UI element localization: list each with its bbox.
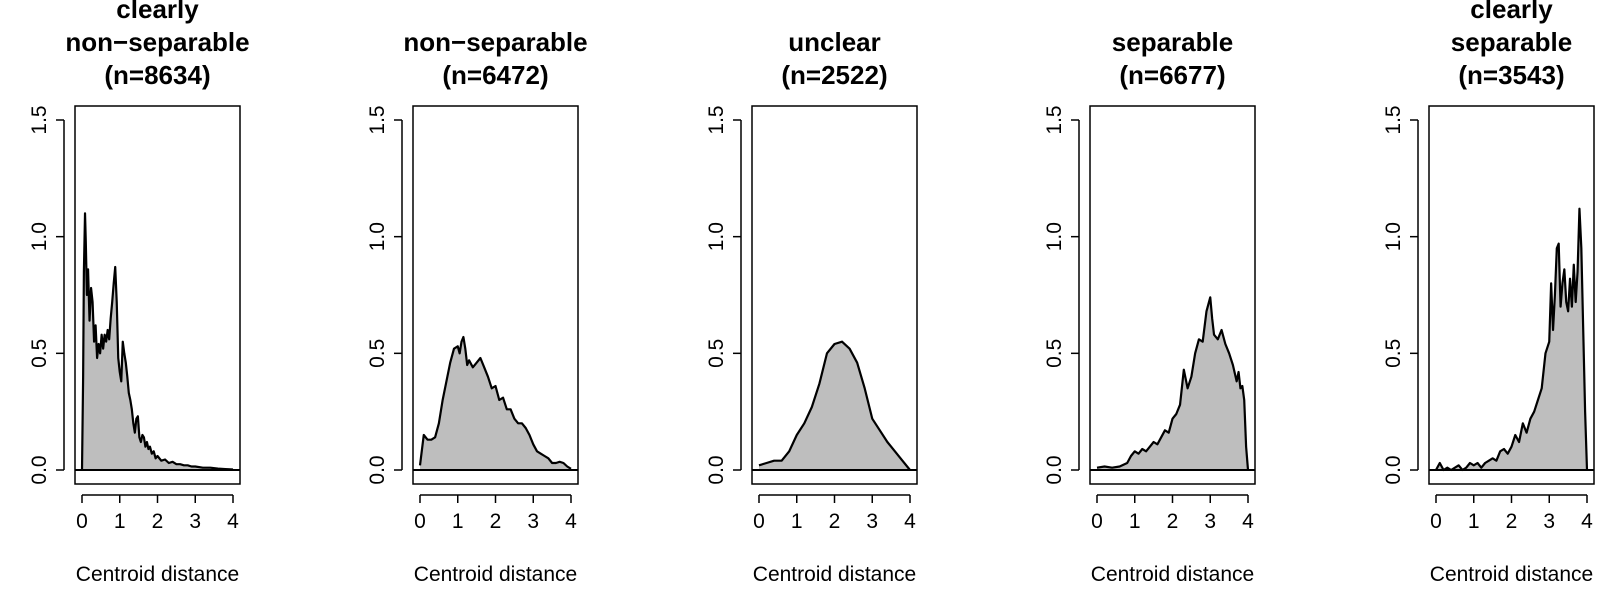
y-tick-label: 1.5	[1043, 105, 1066, 134]
density-area	[759, 341, 910, 470]
y-tick-label: 0.0	[1043, 455, 1066, 484]
panel-title-line: non−separable	[65, 27, 249, 57]
panel-title-line: separable	[1451, 27, 1572, 57]
density-curve	[1435, 207, 1589, 472]
x-tick-label: 2	[490, 510, 502, 533]
density-panel-4: separable (n=6677) 0.0 0.5 1.0 1.5 0 1 2 3 4 Centro…	[1043, 27, 1256, 586]
x-tick-label: 2	[152, 510, 164, 533]
y-tick-label: 0.5	[1382, 339, 1405, 368]
x-tick-label: 3	[189, 510, 201, 533]
x-tick-label: 0	[414, 510, 426, 533]
density-panel-1: clearly non−separable (n=8634) 0.0 0.5 1.0 1.5…	[28, 0, 250, 586]
x-tick-label: 0	[1430, 510, 1442, 533]
x-tick-label: 1	[452, 510, 464, 533]
y-tick-label: 1.0	[28, 222, 51, 251]
x-axis-label: Centroid distance	[76, 563, 239, 586]
y-tick-label: 1.5	[28, 105, 51, 134]
x-tick-label: 4	[565, 510, 577, 533]
x-tick-label: 4	[227, 510, 239, 533]
panel-title-line: (n=8634)	[104, 60, 210, 90]
plot-box	[1089, 105, 1256, 485]
panel-title: clearly non−separable (n=8634)	[65, 0, 249, 90]
x-tick-label: 2	[829, 510, 841, 533]
x-tick-label: 1	[114, 510, 126, 533]
density-area	[1436, 208, 1587, 471]
density-curve	[1096, 296, 1250, 471]
x-tick-label: 4	[904, 510, 916, 533]
y-tick-label: 1.0	[1043, 222, 1066, 251]
x-axis-label: Centroid distance	[1091, 563, 1254, 586]
plot-box	[412, 105, 579, 485]
y-tick-label: 0.5	[366, 339, 389, 368]
x-tick-label: 0	[1091, 510, 1103, 533]
y-tick-label: 0.0	[28, 455, 51, 484]
x-tick-label: 1	[1129, 510, 1141, 533]
x-axis-label: Centroid distance	[414, 563, 577, 586]
density-panel-5: clearly separable (n=3543) 0.0 0.5 1.0 1.5 0 1 2 3…	[1382, 0, 1595, 586]
density-curve	[418, 335, 572, 470]
plot-box	[1428, 105, 1595, 485]
plot-box	[74, 105, 241, 485]
density-area	[420, 337, 571, 470]
panel-title: separable (n=6677)	[1112, 27, 1233, 90]
panel-title-line: (n=3543)	[1458, 60, 1564, 90]
plot-box	[751, 105, 918, 485]
panel-title-line: non−separable	[403, 27, 587, 57]
x-tick-label: 2	[1506, 510, 1518, 533]
x-tick-label: 1	[1468, 510, 1480, 533]
x-tick-label: 0	[76, 510, 88, 533]
x-tick-label: 1	[791, 510, 803, 533]
x-tick-label: 2	[1167, 510, 1179, 533]
y-tick-label: 0.5	[1043, 339, 1066, 368]
y-tick-label: 0.5	[28, 339, 51, 368]
y-tick-label: 1.5	[705, 105, 728, 134]
y-tick-label: 1.0	[366, 222, 389, 251]
x-axis-label: Centroid distance	[1430, 563, 1593, 586]
panel-title: unclear (n=2522)	[781, 27, 887, 90]
panel-title-line: (n=2522)	[781, 60, 887, 90]
y-tick-label: 0.0	[366, 455, 389, 484]
x-tick-label: 3	[527, 510, 539, 533]
density-curve	[80, 212, 234, 471]
panel-title-line: (n=6677)	[1119, 60, 1225, 90]
y-tick-label: 1.0	[1382, 222, 1405, 251]
panel-title-line: separable	[1112, 27, 1233, 57]
x-tick-label: 3	[1204, 510, 1216, 533]
panel-title-line: unclear	[788, 27, 881, 57]
y-tick-label: 1.5	[1382, 105, 1405, 134]
density-area	[82, 213, 233, 470]
density-panel-2: non−separable (n=6472) 0.0 0.5 1.0 1.5 0 1 2 3 4 Ce…	[366, 27, 588, 586]
x-tick-label: 3	[866, 510, 878, 533]
panel-title: non−separable (n=6472)	[403, 27, 587, 90]
x-tick-label: 4	[1581, 510, 1593, 533]
y-tick-label: 1.0	[705, 222, 728, 251]
panel-title-line: (n=6472)	[442, 60, 548, 90]
density-area	[1097, 297, 1248, 470]
panel-title-line: clearly	[1470, 0, 1553, 24]
y-tick-label: 0.5	[705, 339, 728, 368]
density-panel-3: unclear (n=2522) 0.0 0.5 1.0 1.5 0 1 2 3 4 Centroid…	[705, 27, 918, 586]
panel-title: clearly separable (n=3543)	[1451, 0, 1572, 90]
x-tick-label: 4	[1242, 510, 1254, 533]
y-tick-label: 1.5	[366, 105, 389, 134]
panel-title-line: clearly	[116, 0, 199, 24]
y-tick-label: 0.0	[1382, 455, 1405, 484]
y-tick-label: 0.0	[705, 455, 728, 484]
x-tick-label: 0	[753, 510, 765, 533]
density-curve	[758, 340, 911, 471]
x-axis-label: Centroid distance	[753, 563, 916, 586]
x-tick-label: 3	[1543, 510, 1555, 533]
